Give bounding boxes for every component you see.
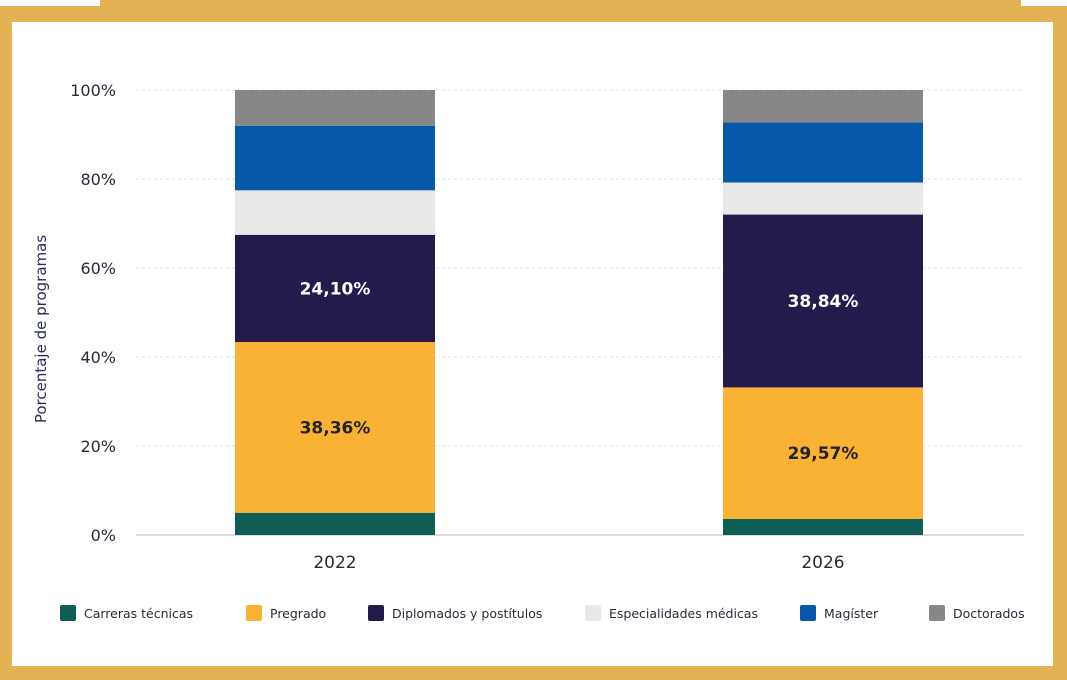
bar-segment [235,234,435,343]
bar-segment [723,90,923,123]
x-tick-label: 2022 [313,553,356,573]
chart-panel: 0% 20% 40% 60% 80% 100% Porcentaje de program… [12,22,1053,666]
legend-swatch [368,605,384,621]
y-tick-label: 80% [80,170,116,189]
y-axis-ticks: 0% 20% 40% 60% 80% 100% [70,81,116,545]
data-label: 29,57% [788,444,859,464]
y-tick-label: 20% [80,437,116,456]
bars: 38,36% 24,10% 29,57% 38,84% [235,90,923,535]
bar-segment [235,342,435,513]
data-label: 38,36% [300,418,371,438]
legend-swatch [246,605,262,621]
legend-label: Magíster [824,606,879,621]
bar-segment [723,122,923,183]
legend-swatch [60,605,76,621]
legend-label: Pregrado [270,606,326,621]
x-axis-ticks: 2022 2026 [313,553,844,573]
frame-notch-right [1021,0,1067,6]
legend-swatch [929,605,945,621]
y-tick-label: 40% [80,348,116,367]
legend-item: Doctorados [929,605,1025,621]
y-tick-label: 100% [70,81,116,100]
x-tick-label: 2026 [801,553,844,573]
legend-item: Diplomados y postítulos [368,605,542,621]
data-label: 24,10% [300,279,371,299]
bar-segment [723,214,923,388]
legend-item: Especialidades médicas [585,605,758,621]
y-tick-label: 60% [80,259,116,278]
y-tick-label: 0% [91,526,116,545]
y-axis-label: Porcentaje de programas [32,235,50,423]
legend-swatch [800,605,816,621]
data-label: 38,84% [788,292,859,312]
legend-label: Doctorados [953,606,1025,621]
legend-item: Carreras técnicas [60,605,193,621]
legend-label: Carreras técnicas [84,606,193,621]
bar-segment [723,182,923,215]
legend-label: Diplomados y postítulos [392,606,542,621]
bar-segment [235,190,435,235]
bar-segment [235,125,435,191]
legend-swatch [585,605,601,621]
legend: Carreras técnicas Pregrado Diplomados y po… [60,605,1025,621]
bar-segment [723,518,923,535]
bar-segment [235,512,435,535]
legend-item: Pregrado [246,605,326,621]
bar-segment [235,90,435,126]
bar-segment [723,387,923,519]
stacked-bar-chart: 0% 20% 40% 60% 80% 100% Porcentaje de program… [32,81,1025,621]
frame-notch-left [0,0,100,6]
legend-label: Especialidades médicas [609,606,758,621]
legend-item: Magíster [800,605,879,621]
